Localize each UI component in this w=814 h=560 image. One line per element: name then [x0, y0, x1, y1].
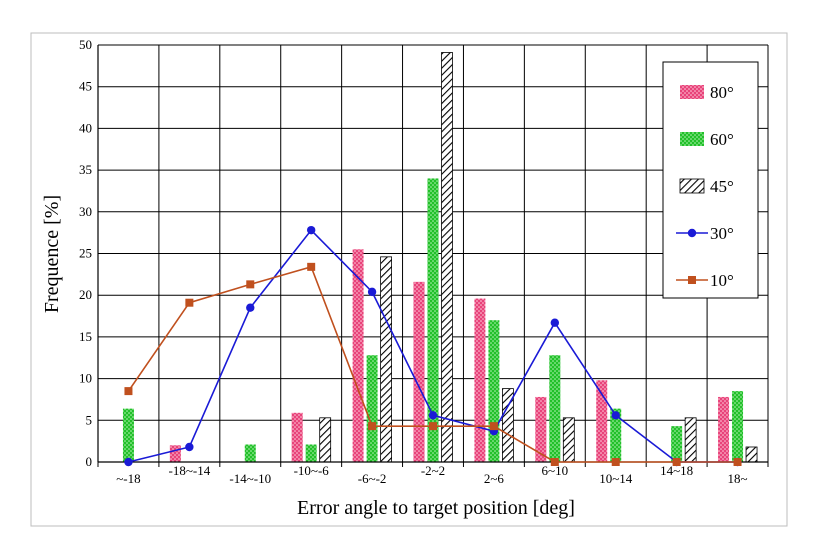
outer-border	[30, 32, 788, 527]
point-30deg	[367, 287, 377, 297]
y-tick-label: 20	[79, 287, 92, 302]
x-tick-label: -2~2	[421, 463, 445, 478]
bar-60deg	[488, 320, 500, 462]
x-tick-label: -10~-6	[294, 463, 330, 478]
legend-label-60deg: 60°	[710, 130, 734, 149]
bar-60deg	[549, 355, 561, 462]
bar-45deg	[684, 417, 697, 463]
point-10deg	[733, 458, 742, 466]
bar-60deg	[305, 444, 317, 462]
bar-60deg	[366, 355, 378, 462]
y-tick-label: 10	[79, 371, 92, 386]
legend-marker-10deg	[688, 276, 696, 284]
y-tick-label: 0	[86, 454, 93, 469]
point-30deg	[428, 411, 438, 420]
point-10deg	[672, 458, 681, 466]
x-tick-label: 18~	[728, 471, 748, 486]
bar-45deg	[319, 417, 332, 463]
bar-60deg	[610, 408, 622, 462]
bar-80deg	[596, 380, 608, 462]
legend-swatch-45deg	[679, 178, 705, 194]
plot-area: 0 5 10 15 20 25 30 35 40 45 50 ~-18 -18~-14 -14~-10 -1…	[79, 37, 769, 486]
point-30deg	[124, 457, 133, 467]
y-tick-label: 25	[79, 246, 92, 261]
x-axis-label: Error angle to target position [deg]	[297, 497, 575, 519]
legend-label-30deg: 30°	[710, 224, 734, 243]
legend-label-10deg: 10°	[710, 271, 734, 290]
bar-60deg	[427, 178, 439, 462]
bar-60deg	[244, 444, 256, 462]
x-tick-label: 10~14	[599, 471, 633, 486]
point-10deg	[185, 298, 194, 307]
point-10deg	[489, 422, 498, 431]
x-tick-label: ~-18	[116, 471, 140, 486]
y-axis-label: Frequence [%]	[41, 195, 63, 313]
bar-45deg	[380, 256, 392, 463]
legend-label-45deg: 45°	[710, 177, 734, 196]
y-tick-label: 35	[79, 162, 92, 177]
point-30deg	[185, 442, 194, 452]
legend: 80° 60° 45° 30° 10°	[662, 61, 759, 299]
y-tick-label: 40	[79, 120, 92, 135]
y-tick-label: 50	[79, 37, 92, 52]
point-30deg	[611, 411, 620, 420]
x-tick-label: -6~-2	[358, 471, 387, 486]
bar-80deg	[291, 412, 303, 462]
legend-label-80deg: 80°	[710, 83, 734, 102]
legend-box	[662, 61, 759, 299]
x-tick-label: -18~-14	[169, 463, 211, 478]
point-10deg	[368, 422, 377, 431]
bar-80deg	[352, 249, 364, 462]
y-tick-label: 30	[79, 204, 92, 219]
bar-80deg	[474, 298, 486, 462]
point-10deg	[246, 280, 255, 289]
bar-80deg	[169, 445, 181, 462]
bar-80deg	[718, 396, 730, 462]
x-tick-label: -14~-10	[229, 471, 271, 486]
point-10deg	[429, 422, 437, 431]
x-tick-label: 14~18	[660, 463, 693, 478]
legend-marker-30deg	[687, 228, 697, 238]
bar-60deg	[671, 426, 683, 462]
bar-80deg	[535, 396, 547, 462]
x-tick-label: 6~10	[542, 463, 569, 478]
y-tick-label: 45	[79, 79, 92, 94]
bar-80deg	[413, 281, 425, 462]
bar-60deg	[122, 408, 134, 462]
bar-45deg	[441, 52, 453, 463]
point-10deg	[550, 458, 559, 466]
legend-swatch-60deg	[680, 132, 704, 146]
legend-swatch-80deg	[680, 85, 704, 99]
bar-45deg	[562, 417, 575, 463]
point-30deg	[550, 318, 560, 327]
y-tick-label: 15	[79, 329, 92, 344]
point-10deg	[611, 458, 620, 466]
point-30deg	[246, 303, 255, 312]
point-30deg	[306, 225, 316, 235]
point-10deg	[124, 387, 133, 396]
x-tick-label: 2~6	[484, 471, 505, 486]
bar-45deg	[745, 446, 758, 463]
bar-60deg	[732, 391, 744, 462]
y-tick-label: 5	[86, 412, 93, 427]
point-10deg	[307, 262, 316, 271]
